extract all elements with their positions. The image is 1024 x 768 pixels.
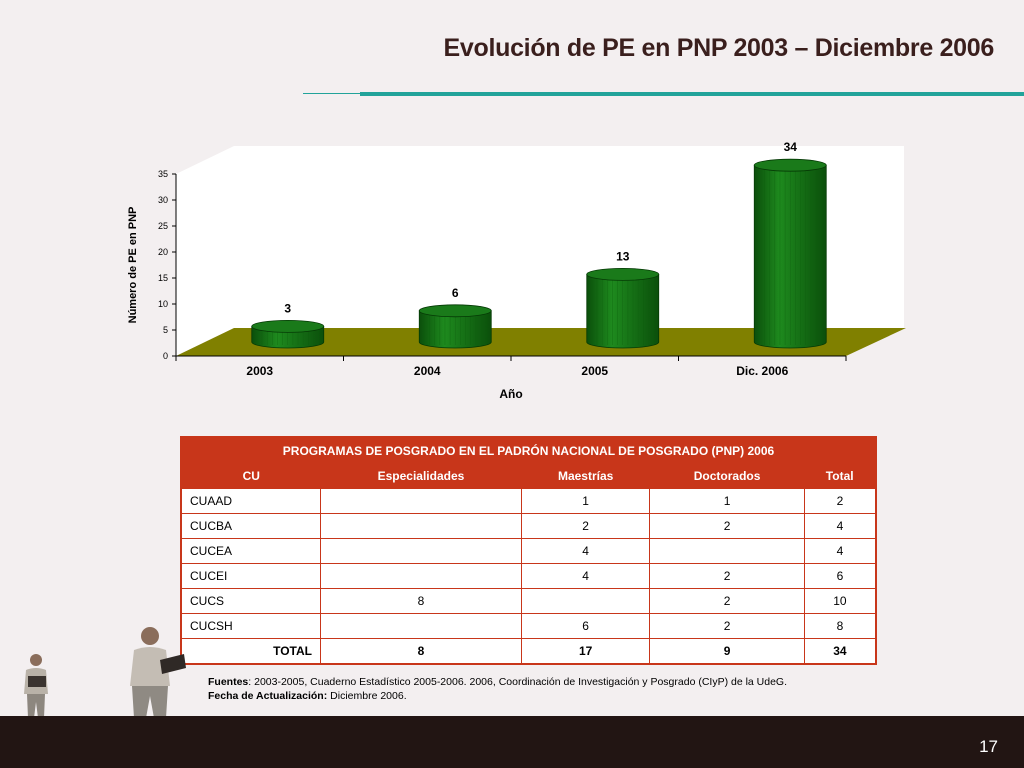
y-tick-label: 30 — [158, 195, 168, 205]
y-tick-label: 0 — [163, 351, 168, 361]
table-cell: 2 — [649, 563, 805, 589]
row-label-cell: CUCBA — [180, 513, 321, 539]
sources-note: Fuentes: 2003-2005, Cuaderno Estadístico… — [208, 676, 788, 688]
table-cell — [520, 588, 651, 614]
slide-title: Evolución de PE en PNP 2003 – Diciembre … — [443, 34, 995, 62]
chart-side-wall — [176, 146, 234, 356]
x-tick-label: 2003 — [246, 364, 273, 378]
y-tick-label: 25 — [158, 221, 168, 231]
row-label-cell: CUCSH — [180, 613, 321, 639]
table-cell: 2 — [803, 488, 877, 514]
table-cell: 1 — [649, 488, 805, 514]
total-cell: 9 — [649, 638, 805, 665]
row-label-cell: CUCS — [180, 588, 321, 614]
title-rule-thick — [360, 92, 1024, 96]
footer-bar — [0, 716, 1024, 768]
data-label: 34 — [784, 140, 798, 154]
chart-back-wall — [234, 146, 904, 328]
table-row: CUCEI 4 2 6 — [180, 563, 877, 589]
total-label-cell: TOTAL — [180, 638, 321, 665]
table-cell: 4 — [520, 538, 651, 564]
data-label: 6 — [452, 286, 459, 300]
bar-2005: 13 — [586, 249, 660, 349]
table-notes: Fuentes: 2003-2005, Cuaderno Estadístico… — [208, 675, 787, 703]
data-label: 3 — [284, 301, 291, 315]
col-header-total: Total — [804, 463, 876, 489]
bar-top — [251, 319, 325, 333]
y-tick-label: 10 — [158, 299, 168, 309]
page-number: 17 — [979, 737, 998, 756]
title-rule-thin — [303, 93, 363, 94]
total-row: TOTAL 8 17 9 34 — [180, 638, 877, 665]
y-tick-label: 5 — [163, 325, 168, 335]
bar-dic-2006: 34 — [753, 140, 827, 349]
col-header-doctorados: Doctorados — [649, 463, 805, 489]
data-label: 13 — [616, 249, 630, 263]
col-header-especialidades: Especialidades — [320, 463, 522, 489]
bar-2003: 3 — [251, 301, 325, 349]
update-note: Fecha de Actualización: Diciembre 2006. — [208, 690, 407, 702]
col-header-maestrias: Maestrías — [521, 463, 650, 489]
table-cell — [319, 538, 522, 564]
table-cell: 4 — [520, 563, 651, 589]
chart-floor — [176, 328, 906, 356]
total-cell: 34 — [803, 638, 877, 665]
pnp-table: PROGRAMAS DE POSGRADO EN EL PADRÓN NACIO… — [180, 436, 877, 665]
y-tick-label: 15 — [158, 273, 168, 283]
x-axis-title: Año — [499, 387, 522, 401]
total-cell: 8 — [319, 638, 522, 665]
table-cell: 4 — [803, 538, 877, 564]
table-cell — [319, 488, 522, 514]
table-cell — [319, 513, 522, 539]
y-tick-label: 20 — [158, 247, 168, 257]
table-cell: 8 — [803, 613, 877, 639]
y-axis-title: Número de PE en PNP — [127, 207, 139, 324]
bar-2004: 6 — [418, 286, 492, 349]
row-label-cell: CUCEA — [180, 538, 321, 564]
table-row: CUCEA 4 4 — [180, 538, 877, 564]
x-tick-label: 2005 — [581, 364, 608, 378]
table-cell: 1 — [520, 488, 651, 514]
table-cell: 10 — [803, 588, 877, 614]
table-cell: 2 — [649, 513, 805, 539]
col-header-cu: CU — [181, 463, 321, 489]
x-tick-label: 2004 — [414, 364, 441, 378]
table-cell: 6 — [803, 563, 877, 589]
table-row: CUCBA 2 2 4 — [180, 513, 877, 539]
table-cell: 2 — [649, 613, 805, 639]
table-cell: 8 — [319, 588, 522, 614]
row-label-cell: CUCEI — [180, 563, 321, 589]
bar-chart: 0 5 10 15 20 25 30 35 Número de PE en PNP Año 3 20… — [127, 140, 906, 401]
table-row: CUCS 8 2 10 — [180, 588, 877, 614]
table-row: CUCSH 6 2 8 — [180, 613, 877, 639]
table-cell: 2 — [520, 513, 651, 539]
person-small-illustration — [24, 654, 48, 718]
table-cell: 4 — [803, 513, 877, 539]
bar-top — [753, 158, 827, 172]
table-cell: 6 — [520, 613, 651, 639]
bar-top — [418, 304, 492, 318]
total-cell: 17 — [520, 638, 651, 665]
table-row: CUAAD 1 1 2 — [180, 488, 877, 514]
table-cell — [649, 538, 805, 564]
x-tick-label: Dic. 2006 — [736, 364, 788, 378]
row-label-cell: CUAAD — [180, 488, 321, 514]
y-tick-label: 35 — [158, 169, 168, 179]
person-large-illustration — [130, 627, 186, 718]
table-cell — [319, 563, 522, 589]
table-caption: PROGRAMAS DE POSGRADO EN EL PADRÓN NACIO… — [181, 437, 876, 463]
bar-top — [586, 267, 660, 281]
table-cell — [319, 613, 522, 639]
table-cell: 2 — [649, 588, 805, 614]
